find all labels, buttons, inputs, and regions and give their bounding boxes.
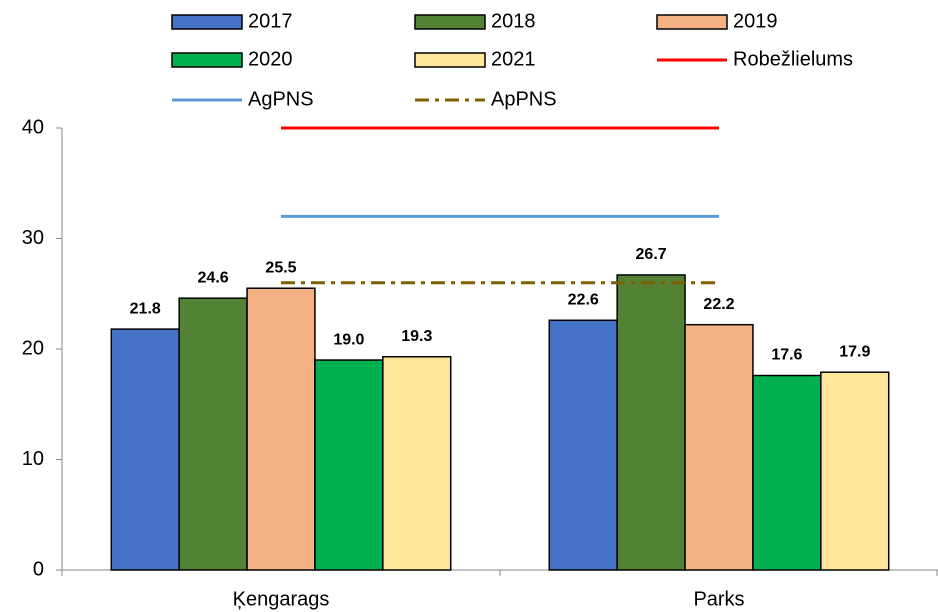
bar	[382, 355, 452, 571]
legend-label: 2019	[733, 10, 778, 32]
value-label: 22.2	[703, 296, 734, 313]
x-tick-label: Ķengarags	[233, 588, 330, 610]
legend-swatch	[171, 52, 243, 68]
value-label: 19.0	[333, 331, 364, 348]
value-label: 19.3	[401, 328, 432, 345]
x-tick-label: Parks	[693, 588, 744, 610]
y-tick-label: 0	[33, 558, 44, 580]
value-label: 26.7	[636, 246, 667, 263]
legend-label: 2018	[491, 10, 536, 32]
bar	[314, 359, 384, 571]
y-tick-label: 20	[22, 337, 44, 359]
legend-label: 2021	[491, 48, 536, 70]
legend-label: Robežlielums	[733, 48, 853, 70]
bar	[246, 287, 316, 571]
value-label: 24.6	[198, 269, 229, 286]
bar	[752, 374, 822, 571]
bar	[616, 274, 686, 571]
value-label: 17.6	[771, 347, 802, 364]
legend-label: AgPNS	[248, 88, 314, 110]
bar	[548, 319, 618, 571]
legend-swatch	[414, 14, 486, 30]
y-tick-label: 30	[22, 227, 44, 249]
y-tick-label: 40	[22, 116, 44, 138]
value-label: 25.5	[265, 259, 296, 276]
legend-label: 2020	[248, 48, 293, 70]
value-label: 21.8	[130, 300, 161, 317]
legend-label: 2017	[248, 10, 293, 32]
legend-swatch	[171, 14, 243, 30]
value-label: 17.9	[839, 343, 870, 360]
y-tick-label: 10	[22, 448, 44, 470]
value-label: 22.6	[568, 291, 599, 308]
bar	[684, 323, 754, 571]
bar	[178, 297, 248, 571]
legend-label: ApPNS	[491, 88, 557, 110]
legend-swatch	[414, 52, 486, 68]
legend-swatch	[656, 14, 728, 30]
bar	[110, 328, 180, 571]
bar	[820, 371, 890, 571]
